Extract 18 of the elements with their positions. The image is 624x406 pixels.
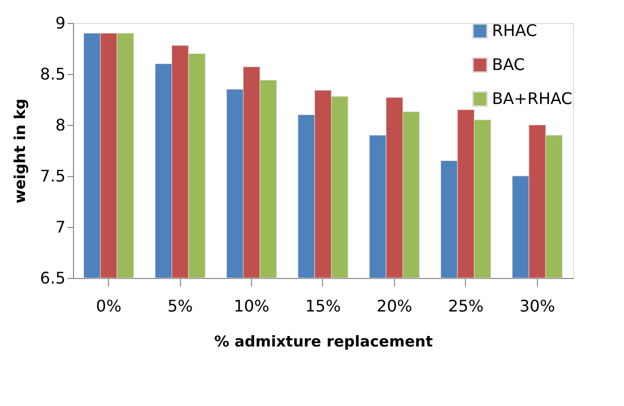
legend-label: BAC <box>492 55 525 74</box>
x-tick-label: 0% <box>96 296 122 316</box>
y-tick-label: 7 <box>55 218 66 236</box>
y-tick-label: 9 <box>55 14 66 32</box>
x-tick-label: 10% <box>234 296 270 316</box>
x-tick-label: 5% <box>167 296 193 316</box>
y-tick-label: 8 <box>55 116 66 134</box>
y-tick-label: 8.5 <box>40 64 66 84</box>
x-tick-label: 20% <box>376 296 412 316</box>
legend-label: BA+RHAC <box>492 89 572 108</box>
x-tick-label: 15% <box>305 296 341 316</box>
x-tick-label: 30% <box>520 296 556 316</box>
y-axis-title: weight in kg <box>11 98 30 204</box>
legend-label: RHAC <box>492 21 537 40</box>
y-tick-label: 6.5 <box>40 268 66 288</box>
x-tick-label: 25% <box>448 296 484 316</box>
y-tick-label: 7.5 <box>40 166 66 186</box>
x-axis-title: % admixture replacement <box>214 332 433 350</box>
